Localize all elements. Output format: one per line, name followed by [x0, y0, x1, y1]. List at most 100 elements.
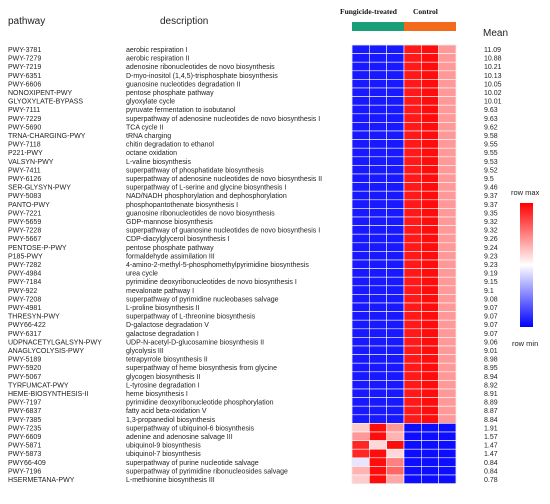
row-pathway-id: PWY-5067 — [8, 374, 41, 381]
row-pathway-id: VALSYN-PWY — [8, 159, 54, 166]
heatmap-cell — [386, 182, 405, 192]
heatmap-cell — [386, 233, 405, 244]
heatmap-cell — [351, 122, 370, 132]
heatmap-cell — [438, 414, 457, 424]
row-description: GDP-mannose biosynthesis — [126, 219, 213, 226]
heatmap-cell — [386, 156, 405, 166]
row-mean-value: 9.58 — [484, 133, 498, 140]
row-pathway-id: SER-GLYSYN-PWY — [8, 185, 71, 192]
heatmap-cell — [403, 423, 422, 433]
heatmap-cell — [386, 44, 405, 54]
row-mean-value: 9.24 — [484, 245, 498, 252]
heatmap-cell — [386, 474, 405, 484]
row-description: urea cycle — [126, 271, 158, 278]
heatmap-cell — [421, 268, 439, 278]
heatmap-cell — [421, 61, 439, 72]
row-pathway-id: PWY-6351 — [8, 73, 41, 80]
heatmap-cell — [438, 242, 457, 252]
heatmap-cell — [438, 53, 457, 63]
heatmap-cell — [386, 104, 405, 115]
heatmap-cell — [421, 53, 439, 63]
heatmap-cell — [386, 96, 405, 106]
heatmap-cell — [403, 79, 422, 89]
heatmap-cell — [386, 199, 405, 209]
row-mean-value: 9.32 — [484, 228, 498, 235]
heatmap-cell — [386, 388, 405, 398]
heatmap-cell — [403, 388, 422, 398]
heatmap-cell — [403, 371, 422, 381]
heatmap-cell — [369, 319, 387, 330]
row-pathway-id: PWY-7118 — [8, 142, 41, 149]
row-mean-value: 10.21 — [484, 64, 502, 71]
heatmap-cell — [438, 354, 457, 364]
heatmap-cell — [421, 354, 439, 364]
heatmap-cell — [386, 405, 405, 416]
row-description: galactose degradation I — [126, 331, 199, 338]
heatmap-cell — [351, 139, 370, 149]
heatmap-cell — [438, 208, 457, 218]
heatmap-cell — [438, 302, 457, 312]
row-mean-value: 9.06 — [484, 339, 498, 346]
heatmap-cell — [438, 79, 457, 89]
heatmap-cell — [403, 294, 422, 304]
heatmap-cell — [386, 354, 405, 364]
heatmap-cell — [421, 302, 439, 312]
heatmap-cell — [438, 440, 457, 450]
heatmap-cell — [438, 216, 457, 226]
heatmap-cell — [438, 44, 457, 54]
heatmap-cell — [403, 122, 422, 132]
heatmap-cell — [421, 96, 439, 106]
heatmap-cell — [421, 87, 439, 97]
row-pathway-id: PWY-7221 — [8, 210, 41, 217]
row-mean-value: 1.47 — [484, 443, 498, 450]
heatmap-cell — [421, 182, 439, 192]
heatmap-cell — [438, 276, 457, 287]
heatmap-cell — [403, 251, 422, 261]
heatmap-cell — [386, 457, 405, 467]
row-description: mevalonate pathway I — [126, 288, 194, 295]
heatmap-cell — [403, 457, 422, 467]
heatmap-cell — [438, 225, 457, 235]
heatmap-cell — [351, 156, 370, 166]
heatmap-cell — [386, 225, 405, 235]
heatmap-cell — [421, 397, 439, 407]
heatmap-cell — [438, 285, 457, 295]
heatmap-cell — [386, 362, 405, 373]
heatmap-cell — [351, 380, 370, 390]
heatmap-cell — [386, 285, 405, 295]
heatmap-cell — [438, 466, 457, 476]
heatmap-cell — [369, 130, 387, 140]
row-description: pentose phosphate pathway — [126, 90, 214, 97]
heatmap-border — [351, 44, 457, 484]
heatmap-cell — [351, 440, 370, 450]
heatmap-cell — [421, 165, 439, 175]
row-mean-value: 8.95 — [484, 365, 498, 372]
heatmap-cell — [351, 328, 370, 338]
row-mean-value: 9.07 — [484, 314, 498, 321]
heatmap-cell — [351, 337, 370, 347]
heatmap-cell — [369, 423, 387, 433]
heatmap-cell — [386, 208, 405, 218]
heatmap-cell — [369, 302, 387, 312]
row-description: aerobic respiration II — [126, 56, 189, 63]
heatmap-cell — [369, 345, 387, 355]
header-description: description — [160, 16, 208, 27]
row-description: guanosine nucleotides degradation II — [126, 81, 240, 88]
heatmap-cell — [403, 405, 422, 416]
heatmap-cell — [351, 70, 370, 80]
heatmap-cell — [369, 165, 387, 175]
row-mean-value: 8.91 — [484, 391, 498, 398]
heatmap-cell — [421, 311, 439, 321]
row-pathway-id: PWY-7282 — [8, 262, 41, 269]
heatmap-cell — [369, 414, 387, 424]
row-description: guanosine ribonucleotides de novo biosyn… — [126, 210, 275, 217]
heatmap-cell — [438, 371, 457, 381]
row-description: superpathway of purine nucleotide salvag… — [126, 460, 259, 467]
heatmap-cell — [438, 448, 457, 459]
row-pathway-id: PWY-5667 — [8, 236, 41, 243]
row-pathway-id: PENTOSE-P-PWY — [8, 245, 67, 252]
heatmap-cell — [403, 302, 422, 312]
heatmap-cell — [369, 259, 387, 269]
heatmap-cell — [369, 122, 387, 132]
heatmap-cell — [386, 276, 405, 287]
